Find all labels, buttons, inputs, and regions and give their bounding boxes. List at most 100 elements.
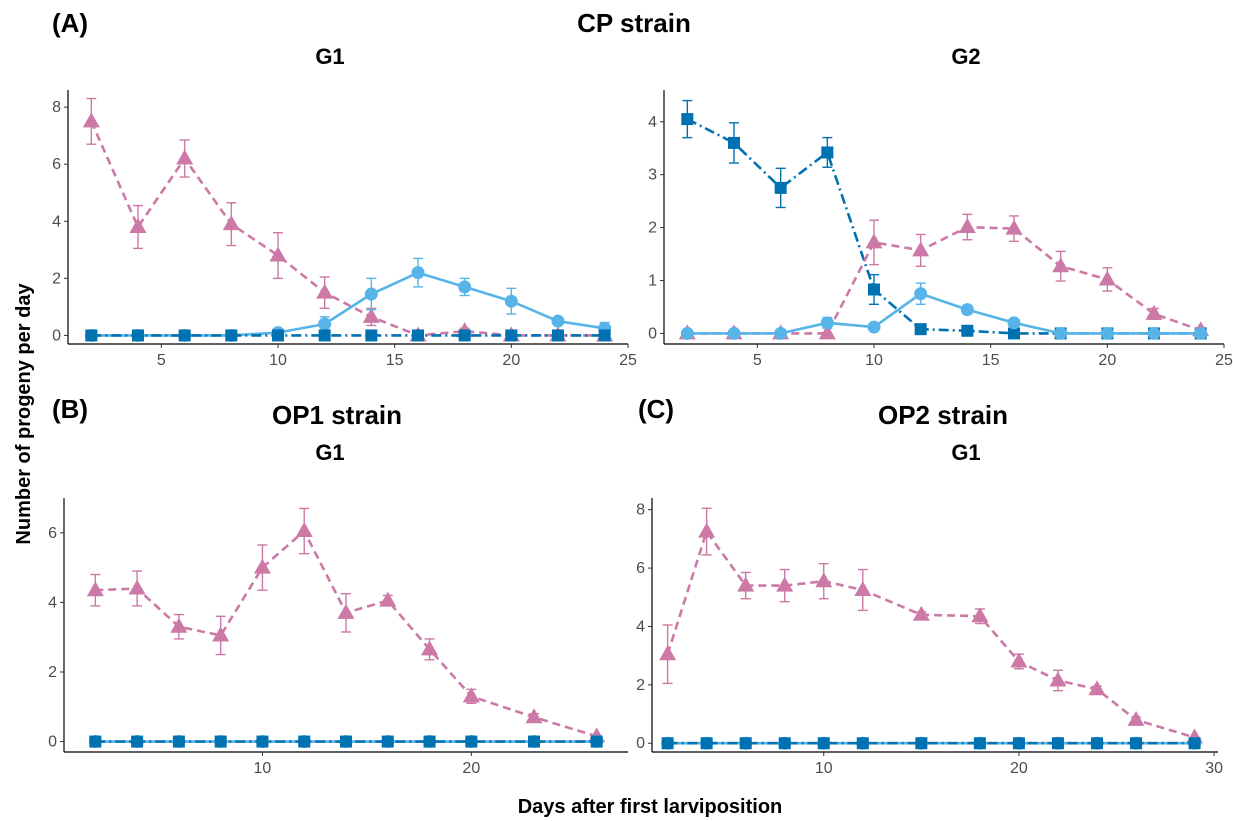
triangle-marker bbox=[337, 603, 355, 619]
square-marker bbox=[590, 735, 603, 748]
y-tick-label: 4 bbox=[48, 594, 57, 611]
series-pink bbox=[82, 97, 614, 342]
triangle-marker bbox=[1010, 652, 1028, 668]
square-marker bbox=[973, 737, 986, 750]
series-line bbox=[95, 529, 598, 738]
triangle-marker bbox=[1005, 219, 1023, 235]
square-marker bbox=[423, 735, 436, 748]
square-marker bbox=[739, 737, 752, 750]
triangle-marker bbox=[818, 324, 836, 340]
triangle-marker bbox=[170, 617, 188, 633]
triangle-marker bbox=[854, 580, 872, 596]
square-marker bbox=[365, 329, 378, 342]
square-marker bbox=[131, 735, 144, 748]
op2-strain-title: OP2 strain bbox=[878, 400, 1008, 430]
chart-cp-g2: 0 1 2 3 4 5 10 15 20 25 bbox=[648, 90, 1233, 369]
chart-cp-g1: 0 2 4 6 8 5 10 15 20 25 bbox=[52, 90, 637, 369]
square-marker bbox=[774, 181, 787, 194]
square-marker bbox=[528, 735, 540, 748]
square-marker bbox=[340, 735, 352, 748]
square-marker bbox=[598, 329, 611, 342]
circle-marker bbox=[458, 280, 472, 294]
square-marker bbox=[85, 329, 98, 342]
circle-marker bbox=[551, 314, 565, 328]
circle-marker bbox=[1007, 316, 1021, 330]
y-tick-label: 1 bbox=[648, 273, 657, 290]
triangle-marker bbox=[316, 283, 334, 299]
square-marker bbox=[868, 283, 880, 296]
triangle-marker bbox=[253, 558, 271, 574]
square-marker bbox=[505, 329, 518, 342]
triangle-marker bbox=[82, 112, 100, 128]
series-dark_blue bbox=[89, 735, 603, 748]
square-marker bbox=[225, 329, 238, 342]
circle-marker bbox=[680, 326, 694, 340]
triangle-marker bbox=[912, 241, 930, 257]
square-marker bbox=[381, 735, 394, 748]
square-marker bbox=[272, 329, 284, 342]
triangle-marker bbox=[525, 708, 543, 724]
square-marker bbox=[1130, 737, 1143, 750]
circle-marker bbox=[364, 287, 378, 301]
square-marker bbox=[1008, 327, 1020, 340]
series-light_blue bbox=[84, 257, 612, 342]
series-line bbox=[687, 292, 1201, 335]
series-pink bbox=[659, 507, 1204, 744]
x-tick-label: 25 bbox=[619, 352, 637, 369]
triangle-marker bbox=[222, 215, 240, 231]
square-marker bbox=[817, 737, 830, 750]
triangle-marker bbox=[1145, 304, 1163, 320]
chart-op1-g1: 0 2 4 6 10 20 bbox=[48, 498, 628, 777]
x-tick-label: 15 bbox=[982, 352, 1000, 369]
square-marker bbox=[728, 136, 740, 149]
series-dark_blue bbox=[85, 329, 611, 342]
panel-b-label: (B) bbox=[52, 394, 88, 424]
x-tick-label: 20 bbox=[462, 760, 480, 777]
series-dark_blue bbox=[681, 99, 1207, 340]
triangle-marker bbox=[737, 576, 755, 592]
circle-marker bbox=[318, 317, 332, 331]
triangle-marker bbox=[129, 217, 147, 233]
panel-c-label: (C) bbox=[638, 394, 674, 424]
circle-marker bbox=[411, 266, 425, 280]
y-tick-label: 3 bbox=[648, 167, 657, 184]
x-tick-label: 20 bbox=[502, 352, 520, 369]
series-dark_blue bbox=[661, 737, 1201, 750]
square-marker bbox=[856, 737, 869, 750]
y-tick-label: 4 bbox=[648, 114, 657, 131]
series-line bbox=[90, 120, 605, 337]
triangle-marker bbox=[176, 149, 194, 165]
square-marker bbox=[661, 737, 674, 750]
x-tick-label: 20 bbox=[1010, 760, 1028, 777]
triangle-marker bbox=[462, 687, 480, 703]
circle-marker bbox=[960, 303, 974, 317]
triangle-marker bbox=[1098, 270, 1116, 286]
y-tick-label: 0 bbox=[636, 735, 645, 752]
y-tick-label: 4 bbox=[52, 213, 61, 230]
triangle-marker bbox=[295, 522, 313, 538]
y-tick-label: 2 bbox=[648, 220, 657, 237]
square-marker bbox=[214, 735, 227, 748]
square-marker bbox=[914, 323, 927, 336]
op1-strain-title: OP1 strain bbox=[272, 400, 402, 430]
x-tick-label: 10 bbox=[269, 352, 287, 369]
y-tick-label: 8 bbox=[636, 502, 645, 519]
x-axis-title: Days after first larviposition bbox=[518, 796, 783, 818]
circle-marker bbox=[1100, 326, 1114, 340]
y-tick-label: 2 bbox=[636, 677, 645, 694]
circle-marker bbox=[867, 320, 881, 334]
chart-4-title: G1 bbox=[951, 440, 980, 465]
y-tick-label: 0 bbox=[48, 734, 57, 751]
triangle-marker bbox=[1127, 710, 1145, 726]
y-tick-label: 6 bbox=[52, 156, 61, 173]
square-marker bbox=[1012, 737, 1025, 750]
triangle-marker bbox=[958, 218, 976, 234]
triangle-marker bbox=[379, 591, 397, 607]
x-tick-label: 25 bbox=[1215, 352, 1233, 369]
cp-strain-title: CP strain bbox=[577, 8, 691, 38]
triangle-marker bbox=[776, 576, 794, 592]
square-marker bbox=[465, 735, 478, 748]
x-tick-label: 10 bbox=[254, 760, 272, 777]
series-line bbox=[686, 117, 1201, 335]
circle-marker bbox=[727, 326, 741, 340]
